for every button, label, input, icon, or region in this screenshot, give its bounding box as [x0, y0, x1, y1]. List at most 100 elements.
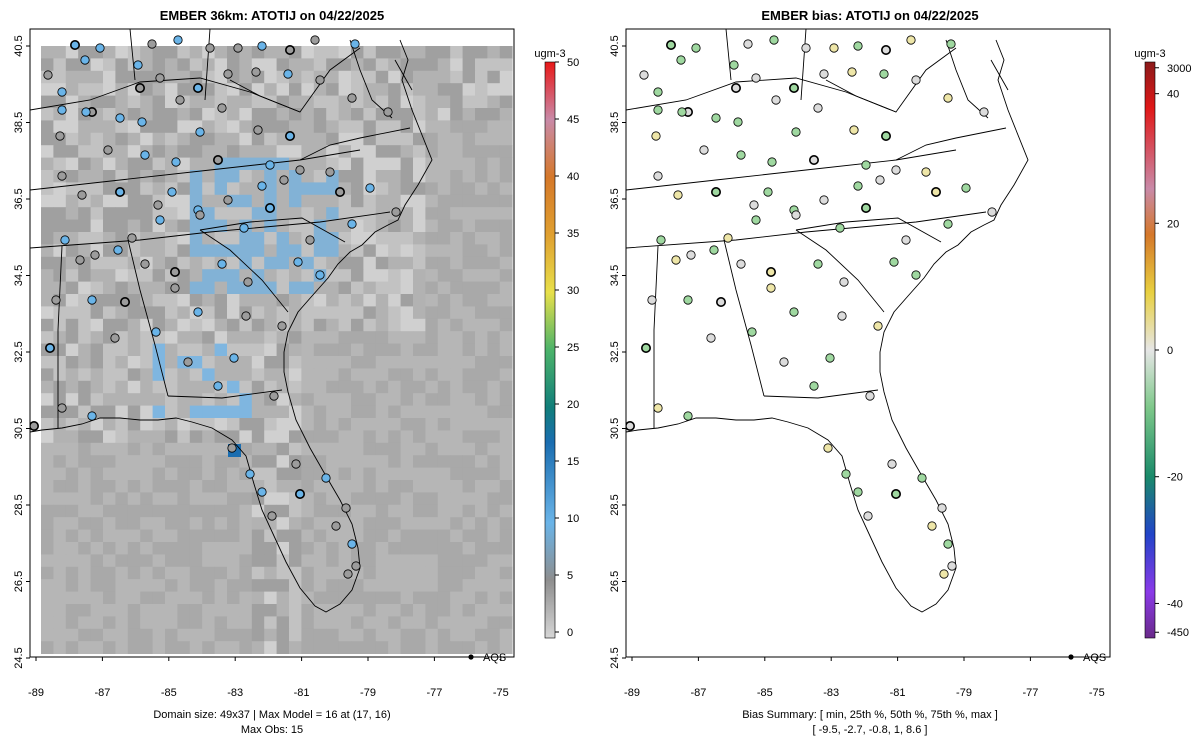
grid-cell: [437, 591, 451, 605]
grid-cell: [115, 207, 129, 220]
grid-cell: [363, 467, 377, 481]
grid-cell: [103, 504, 116, 518]
grid-cell: [289, 405, 302, 419]
bias-site: [875, 175, 885, 185]
grid-cell: [475, 393, 488, 406]
grid-cell: [326, 480, 339, 493]
grid-cell: [301, 256, 315, 270]
grid-cell: [127, 306, 141, 320]
grid-cell: [338, 380, 352, 394]
grid-cell: [78, 591, 91, 605]
grid-cell: [189, 294, 203, 307]
obs-site: [173, 35, 183, 45]
bias-site: [847, 67, 857, 77]
grid-cell: [227, 591, 240, 605]
grid-cell: [227, 182, 240, 196]
grid-cell: [351, 194, 364, 208]
grid-cell: [375, 194, 389, 208]
grid-cell: [413, 517, 426, 530]
grid-cell: [264, 480, 277, 493]
grid-cell: [127, 616, 141, 630]
bias-site: [906, 35, 916, 45]
state-border-nc-sc: [795, 217, 942, 243]
obs-site: [227, 443, 237, 453]
grid-cell: [251, 219, 265, 233]
grid-cell: [375, 641, 389, 654]
grid-cell: [363, 232, 377, 245]
grid-cell: [165, 405, 178, 419]
grid-cell: [189, 517, 203, 530]
grid-cell: [78, 616, 91, 630]
grid-cell: [177, 393, 191, 406]
grid-cell: [301, 455, 315, 468]
grid-cell: [264, 405, 277, 419]
grid-cell: [177, 232, 191, 245]
grid-cell: [499, 132, 513, 146]
grid-cell: [462, 405, 476, 419]
grid-cell: [103, 628, 116, 642]
grid-cell: [103, 405, 116, 419]
obs-site: [80, 55, 90, 65]
grid-cell: [227, 492, 240, 506]
state-border-va-north: [299, 127, 411, 161]
grid-cell: [41, 95, 54, 109]
bias-site: [961, 183, 971, 193]
grid-cell: [400, 95, 414, 109]
grid-cell: [202, 604, 215, 617]
grid-cell: [78, 517, 91, 530]
obs-site: [70, 39, 81, 50]
grid-cell: [462, 232, 476, 245]
chesapeake-bay: [349, 39, 413, 119]
grid-cell: [41, 455, 54, 468]
state-border-wv: [229, 47, 361, 113]
grid-cell: [177, 318, 191, 332]
grid-cell: [363, 455, 377, 468]
grid-cell: [313, 256, 327, 270]
grid-cell: [338, 232, 352, 245]
grid-cell: [239, 170, 253, 183]
grid-cell: [140, 281, 153, 295]
colorbar-tick-label: 40: [567, 171, 579, 183]
grid-cell: [289, 554, 302, 568]
grid-cell: [264, 430, 277, 444]
obs-site: [253, 125, 263, 135]
grid-cell: [251, 368, 265, 382]
grid-cell: [177, 566, 191, 580]
grid-cell: [326, 269, 339, 282]
grid-cell: [289, 442, 302, 456]
y-tick-label: 30.5: [609, 418, 621, 439]
grid-cell: [462, 529, 476, 543]
obs-site: [315, 75, 325, 85]
grid-cell: [90, 467, 104, 481]
grid-cell: [41, 641, 54, 654]
grid-cell: [264, 628, 277, 642]
grid-cell: [41, 418, 54, 431]
grid-cell: [41, 554, 54, 568]
grid-cell: [239, 579, 253, 592]
grid-cell: [301, 442, 315, 456]
grid-cell: [425, 244, 439, 258]
grid-cell: [177, 219, 191, 233]
grid-cell: [462, 70, 476, 84]
grid-cell: [499, 318, 513, 332]
grid-cell: [388, 132, 401, 146]
grid-cell: [177, 207, 191, 220]
grid-cell: [78, 393, 91, 406]
grid-cell: [53, 529, 67, 543]
grid-cell: [375, 430, 389, 444]
obs-site: [293, 257, 303, 267]
grid-cell: [462, 58, 476, 72]
grid-cell: [140, 368, 153, 382]
grid-cell: [78, 356, 91, 369]
grid-cell: [400, 108, 414, 121]
bias-site: [841, 469, 851, 479]
grid-cell: [351, 356, 364, 369]
grid-cell: [90, 430, 104, 444]
grid-cell: [202, 294, 215, 307]
grid-cell: [41, 430, 54, 444]
grid-cell: [450, 356, 463, 369]
grid-cell: [78, 306, 91, 320]
grid-cell: [264, 269, 277, 282]
grid-cell: [437, 356, 451, 369]
grid-cell: [313, 554, 327, 568]
